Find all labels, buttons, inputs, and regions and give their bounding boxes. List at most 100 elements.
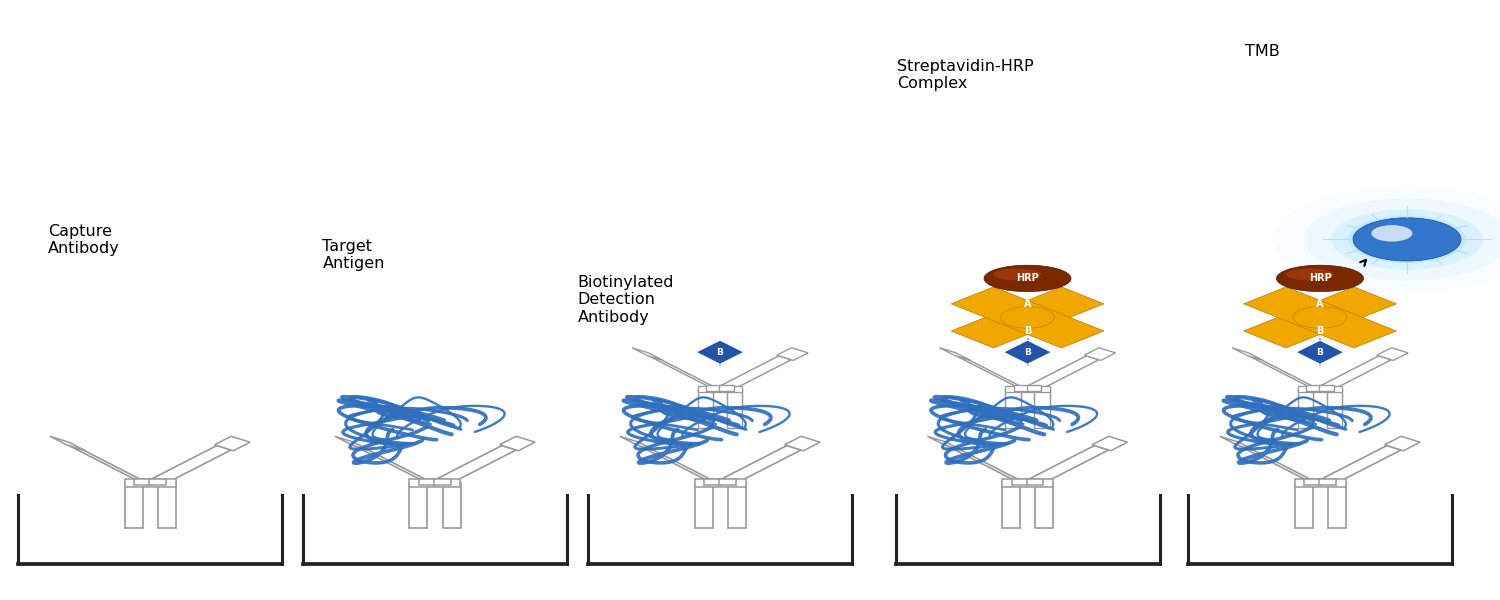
Bar xyxy=(410,479,460,487)
Bar xyxy=(1326,389,1342,428)
Polygon shape xyxy=(500,436,536,451)
Polygon shape xyxy=(1220,436,1256,451)
Circle shape xyxy=(1347,215,1467,263)
Polygon shape xyxy=(1320,446,1401,484)
Bar xyxy=(694,483,712,528)
Polygon shape xyxy=(1377,347,1408,361)
Polygon shape xyxy=(939,347,970,361)
Polygon shape xyxy=(648,356,720,389)
Polygon shape xyxy=(784,436,820,451)
Text: HRP: HRP xyxy=(1016,274,1040,283)
Polygon shape xyxy=(1028,446,1108,484)
Circle shape xyxy=(1332,209,1482,269)
Polygon shape xyxy=(956,356,1028,389)
Bar xyxy=(698,389,714,428)
Text: Streptavidin-HRP
Complex: Streptavidin-HRP Complex xyxy=(897,59,1034,91)
Bar xyxy=(726,389,742,428)
Text: Capture
Antibody: Capture Antibody xyxy=(48,224,120,256)
Bar xyxy=(698,386,742,392)
Circle shape xyxy=(1371,225,1413,242)
Bar xyxy=(1304,479,1320,485)
Bar xyxy=(124,479,176,487)
Bar xyxy=(158,483,176,528)
Polygon shape xyxy=(435,446,516,484)
Circle shape xyxy=(1305,199,1500,280)
Polygon shape xyxy=(354,446,435,484)
Polygon shape xyxy=(720,446,801,484)
Text: B: B xyxy=(717,347,723,356)
Polygon shape xyxy=(1232,347,1263,361)
Polygon shape xyxy=(620,436,656,451)
Polygon shape xyxy=(951,287,1104,348)
Bar xyxy=(1005,389,1022,428)
Bar xyxy=(419,479,435,485)
Bar xyxy=(442,483,460,528)
Bar xyxy=(1320,385,1334,391)
Text: Target
Antigen: Target Antigen xyxy=(322,239,386,271)
Bar xyxy=(1320,479,1335,485)
Polygon shape xyxy=(951,287,1104,348)
Polygon shape xyxy=(720,356,792,389)
Circle shape xyxy=(1293,307,1347,328)
Bar xyxy=(124,483,142,528)
Ellipse shape xyxy=(993,268,1041,280)
Text: B: B xyxy=(1317,326,1323,335)
Bar xyxy=(1298,389,1314,428)
Bar xyxy=(1294,483,1312,528)
Text: A: A xyxy=(1023,299,1032,309)
Polygon shape xyxy=(50,436,86,451)
Circle shape xyxy=(1353,218,1461,261)
Text: Biotinylated
Detection
Antibody: Biotinylated Detection Antibody xyxy=(578,275,674,325)
Ellipse shape xyxy=(1286,268,1334,280)
Text: B: B xyxy=(1317,347,1323,356)
Polygon shape xyxy=(1239,446,1320,484)
Bar xyxy=(720,385,734,391)
Polygon shape xyxy=(639,446,720,484)
Text: HRP: HRP xyxy=(1308,274,1332,283)
Bar xyxy=(148,479,165,485)
Bar xyxy=(135,479,150,485)
Text: B: B xyxy=(1024,347,1030,356)
Polygon shape xyxy=(632,347,663,361)
Bar xyxy=(706,385,720,391)
Polygon shape xyxy=(150,446,231,484)
Bar xyxy=(1028,479,1044,485)
Text: TMB: TMB xyxy=(1245,43,1280,58)
Bar xyxy=(1294,479,1346,487)
Bar xyxy=(694,479,746,487)
Text: A: A xyxy=(1317,299,1323,309)
Bar xyxy=(720,479,735,485)
Polygon shape xyxy=(1296,340,1344,364)
Bar xyxy=(435,479,450,485)
Bar xyxy=(705,479,720,485)
Polygon shape xyxy=(1244,287,1397,348)
Polygon shape xyxy=(696,340,744,364)
Polygon shape xyxy=(1244,287,1397,348)
Polygon shape xyxy=(1320,356,1392,389)
Bar xyxy=(410,483,428,528)
Bar xyxy=(1014,385,1028,391)
Circle shape xyxy=(1272,185,1500,293)
Ellipse shape xyxy=(1276,265,1364,292)
Polygon shape xyxy=(334,436,370,451)
Ellipse shape xyxy=(984,265,1071,292)
Polygon shape xyxy=(927,436,963,451)
Polygon shape xyxy=(1092,436,1128,451)
Bar xyxy=(1013,479,1029,485)
Polygon shape xyxy=(1004,340,1052,364)
Bar xyxy=(1306,385,1320,391)
Bar xyxy=(1002,479,1053,487)
Polygon shape xyxy=(777,347,808,361)
Polygon shape xyxy=(946,446,1028,484)
Bar xyxy=(1002,483,1020,528)
Polygon shape xyxy=(1028,356,1100,389)
Bar xyxy=(1035,483,1053,528)
Bar xyxy=(1034,389,1050,428)
Bar xyxy=(1005,386,1050,392)
Polygon shape xyxy=(214,436,250,451)
Polygon shape xyxy=(69,446,150,484)
Bar xyxy=(728,483,746,528)
Bar xyxy=(1028,385,1041,391)
Bar xyxy=(1298,386,1342,392)
Circle shape xyxy=(1000,307,1054,328)
